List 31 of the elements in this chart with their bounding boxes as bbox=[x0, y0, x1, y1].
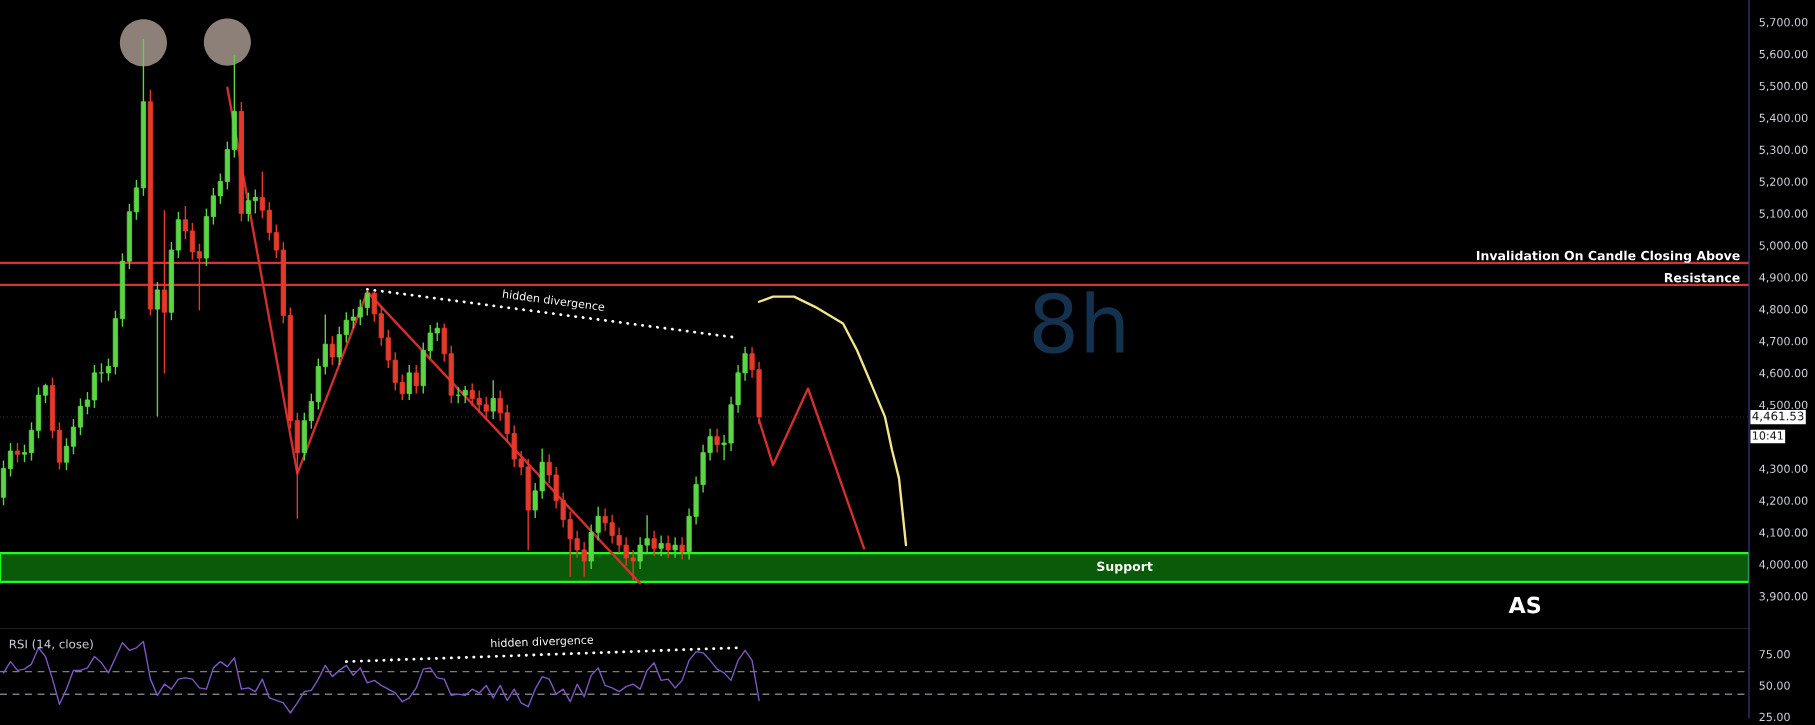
text: 10:41 bbox=[1753, 431, 1783, 440]
y-tick-label: 5,000.00 bbox=[1759, 241, 1808, 251]
y-tick-label: 25.00 bbox=[1759, 712, 1790, 722]
y-tick-label: 4,700.00 bbox=[1759, 336, 1808, 347]
y-tick-label: 5,500.00 bbox=[1759, 81, 1808, 92]
y-tick-label: 75.00 bbox=[1759, 650, 1790, 659]
y-tick-label: 4,800.00 bbox=[1759, 305, 1808, 315]
text: 8h bbox=[1033, 291, 1124, 354]
text: hidden divergence bbox=[502, 289, 605, 314]
y-tick-label: 4,100.00 bbox=[1759, 528, 1808, 538]
text: RSI (14, close) bbox=[9, 639, 93, 650]
ref-line-label: Resistance bbox=[1664, 272, 1740, 283]
ref-line-label: 4,461.53 bbox=[1752, 411, 1804, 422]
y-tick-label: 5,700.00 bbox=[1759, 17, 1808, 28]
y-tick-label: 5,300.00 bbox=[1759, 145, 1808, 156]
y-tick-label: 3,900.00 bbox=[1759, 592, 1808, 602]
y-tick-label: 5,100.00 bbox=[1759, 209, 1808, 219]
y-tick-label: 4,500.00 bbox=[1759, 400, 1808, 411]
y-tick-label: 4,900.00 bbox=[1759, 273, 1808, 283]
y-tick-label: 4,600.00 bbox=[1759, 368, 1808, 379]
series-label: hidden divergence bbox=[491, 635, 594, 650]
ref-line-label: Invalidation On Candle Closing Above bbox=[1476, 250, 1740, 263]
y-tick-label: 4,200.00 bbox=[1759, 496, 1808, 506]
band-label: Support bbox=[1097, 561, 1153, 574]
annotation: AS bbox=[1508, 596, 1541, 614]
y-tick-label: 5,600.00 bbox=[1759, 49, 1808, 60]
y-tick-label: 5,400.00 bbox=[1759, 113, 1808, 124]
y-tick-label: 4,300.00 bbox=[1759, 464, 1808, 475]
y-tick-label: 50.00 bbox=[1759, 681, 1790, 690]
y-tick-label: 4,000.00 bbox=[1759, 560, 1808, 570]
y-tick-label: 5,200.00 bbox=[1759, 177, 1808, 187]
